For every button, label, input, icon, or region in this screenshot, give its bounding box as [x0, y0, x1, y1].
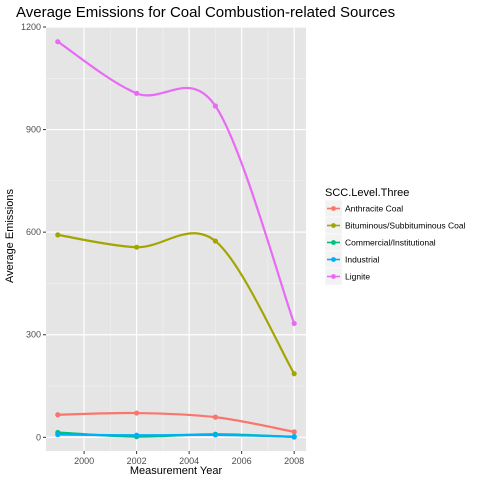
legend-label: Industrial — [345, 255, 380, 265]
legend-item: Lignite — [324, 267, 370, 286]
data-point — [212, 103, 218, 109]
legend-key-point — [331, 257, 336, 262]
data-point — [212, 432, 218, 438]
x-tick-label: 2002 — [127, 456, 147, 466]
chart-title: Average Emissions for Coal Combustion-re… — [16, 4, 395, 21]
legend-item: Commercial/Institutional — [324, 233, 436, 252]
data-point — [55, 412, 61, 418]
legend-label: Commercial/Institutional — [345, 238, 436, 248]
legend-item: Anthracite Coal — [324, 199, 403, 218]
legend-item: Bituminous/Subbituminous Coal — [324, 216, 466, 235]
data-point — [134, 432, 140, 438]
y-tick-label: 1200 — [21, 22, 41, 32]
x-axis-label: Measurement Year — [130, 465, 223, 477]
data-point — [134, 410, 140, 416]
data-point — [291, 429, 297, 435]
legend-title: SCC.Level.Three — [325, 187, 409, 199]
data-point — [134, 90, 140, 96]
axes: 0 300 600 900 1200 2000 2002 2004 2006 2008 — [21, 22, 304, 466]
legend-key-point — [331, 206, 336, 211]
series-line — [57, 433, 295, 438]
x-tick-label: 2004 — [179, 456, 199, 466]
y-axis-label: Average Emissions — [4, 189, 16, 283]
legend: SCC.Level.Three Anthracite Coal Bituminou… — [324, 187, 466, 286]
plot-panel — [46, 27, 306, 451]
series-0 — [55, 410, 297, 435]
legend-label: Bituminous/Subbituminous Coal — [345, 221, 466, 231]
series-3 — [55, 431, 297, 440]
series-layer — [55, 39, 297, 440]
series-line — [57, 411, 295, 433]
data-point — [212, 414, 218, 420]
legend-label: Lignite — [345, 272, 370, 282]
legend-key-point — [331, 223, 336, 228]
data-point — [291, 320, 297, 327]
series-1 — [55, 232, 297, 377]
x-tick-label: 2006 — [232, 456, 252, 466]
y-tick-label: 600 — [26, 227, 41, 237]
data-point — [55, 39, 61, 45]
y-tick-label: 300 — [26, 330, 41, 340]
data-point — [55, 431, 61, 438]
legend-item: Industrial — [324, 250, 380, 269]
series-4 — [55, 39, 297, 327]
data-point — [55, 232, 61, 238]
data-point — [212, 238, 218, 244]
legend-key-point — [331, 274, 336, 279]
x-tick-label: 2008 — [284, 456, 304, 466]
data-point — [134, 244, 140, 250]
x-tick-label: 2000 — [74, 456, 94, 466]
y-tick-label: 900 — [26, 125, 41, 135]
legend-key-point — [331, 240, 336, 245]
legend-label: Anthracite Coal — [345, 204, 403, 214]
data-point — [291, 434, 297, 440]
data-point — [291, 371, 297, 377]
series-line — [57, 40, 296, 324]
series-line — [57, 232, 296, 375]
y-tick-label: 0 — [36, 432, 41, 442]
